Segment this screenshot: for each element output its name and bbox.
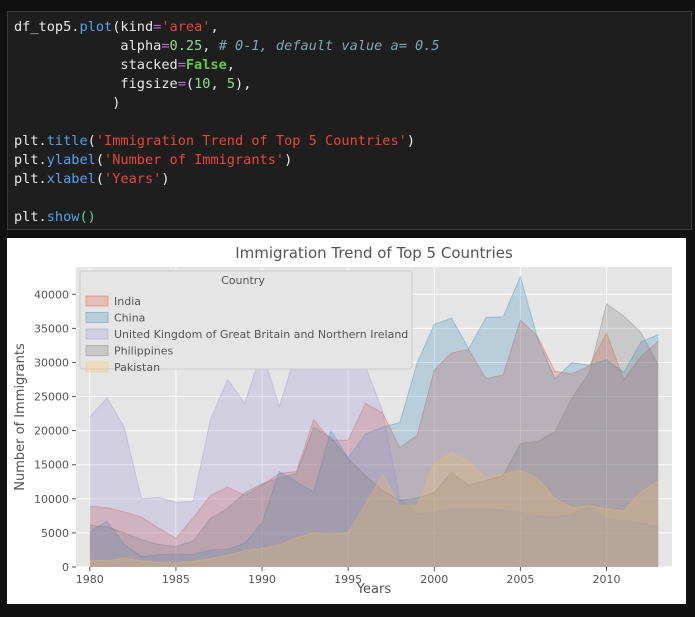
code-token: ylabel — [46, 152, 96, 168]
code-token: xlabel — [46, 171, 96, 187]
legend-swatch-2 — [85, 328, 109, 340]
area-line-3 — [89, 302, 659, 548]
code-token: ( — [95, 152, 105, 168]
x-tick-label: 1995 — [334, 573, 362, 586]
legend-swatch-1 — [85, 312, 109, 323]
code-token: plot — [79, 19, 113, 35]
x-tick-label: 2000 — [420, 573, 448, 586]
code-token: , — [210, 19, 219, 35]
x-tick-label: 1980 — [76, 573, 104, 586]
code-token: stacked — [14, 57, 178, 73]
y-tick-label: 10000 — [34, 493, 69, 506]
code-token: ( — [95, 171, 105, 187]
code-text[interactable]: df_top5.plot(kind='area', alpha=0.25, # … — [8, 12, 691, 233]
y-tick-label: 5000 — [41, 527, 69, 540]
code-token: 0.25 — [169, 38, 203, 54]
code-token: # 0-1, default value a= 0.5 — [218, 38, 440, 54]
code-token: , — [202, 38, 219, 54]
legend-entry-2: United Kingdom of Great Britain and Nort… — [114, 328, 408, 341]
area-line-4 — [89, 451, 659, 564]
legend-box — [79, 270, 413, 370]
legend-entry-4: Pakistan — [114, 361, 160, 374]
code-token: ) — [161, 171, 170, 187]
y-tick-label: 30000 — [34, 356, 69, 369]
code-token: ( — [87, 133, 96, 149]
x-tick-label: 1990 — [248, 573, 276, 586]
code-token: ) — [14, 95, 121, 111]
code-token: plt. — [14, 133, 47, 149]
area-line-2 — [89, 299, 659, 528]
code-token: 'Years' — [104, 171, 162, 187]
code-token: 'area' — [161, 19, 211, 35]
x-tick-label: 2010 — [593, 573, 621, 586]
code-token: kind — [120, 19, 154, 35]
code-token: , — [210, 76, 227, 92]
code-token: plt. — [14, 171, 47, 187]
code-token: () — [79, 209, 96, 225]
legend-swatch-4 — [85, 361, 109, 373]
area-chart: 1980 1985 1990 1995 2000 2005 2010 0 5000 10000 15… — [13, 244, 672, 597]
area-series-3 — [89, 303, 659, 567]
code-token: , — [243, 76, 252, 92]
code-line: df_top5.plot(kind='area', — [14, 19, 219, 35]
code-token: 'Number of Immigrants' — [104, 152, 285, 168]
code-token: , — [226, 57, 235, 73]
code-line: plt.ylabel('Number of Immigrants') — [14, 152, 292, 168]
area-series-2 — [89, 301, 659, 567]
legend-swatch-3 — [85, 345, 109, 356]
code-token: ( — [112, 19, 121, 35]
code-token: ) — [406, 133, 416, 149]
code-token: 10 — [194, 76, 211, 92]
code-token: = — [161, 38, 170, 54]
code-token: plt. — [14, 209, 47, 225]
area-series-4 — [89, 452, 659, 567]
y-tick-label: 25000 — [34, 391, 69, 404]
code-token: title — [46, 133, 88, 149]
area-series-1 — [89, 276, 659, 567]
code-line: plt.title('Immigration Trend of Top 5 Co… — [14, 133, 415, 149]
code-token: 5 — [226, 76, 235, 92]
code-token: df_top5. — [14, 19, 80, 35]
area-line-1 — [89, 274, 659, 558]
chart-title: Immigration Trend of Top 5 Countries — [235, 244, 513, 262]
code-line: alpha=0.25, # 0-1, default value a= 0.5 — [14, 38, 440, 54]
legend-title: Country — [221, 274, 265, 287]
code-token: 'Immigration Trend of Top 5 Countries' — [95, 133, 407, 149]
code-token: ) — [284, 152, 293, 168]
code-token: figsize — [14, 76, 178, 92]
area-series-0 — [89, 320, 659, 567]
x-axis-label: Years — [356, 582, 392, 597]
y-tick-label: 15000 — [34, 459, 69, 472]
code-line: figsize=(10, 5), — [14, 76, 251, 92]
area-line-0 — [89, 319, 659, 540]
y-tick-label: 35000 — [34, 322, 69, 335]
y-tick-label: 20000 — [34, 425, 69, 438]
y-tick-label: 0 — [62, 561, 69, 574]
code-token: = — [177, 57, 186, 73]
plot-output: 1980 1985 1990 1995 2000 2005 2010 0 5000 10000 15… — [7, 238, 686, 604]
y-tick-label: 40000 — [34, 288, 69, 301]
y-axis-label: Number of Immigrants — [13, 343, 28, 491]
legend-entry-0: India — [114, 295, 141, 308]
code-line: plt.show() — [14, 209, 96, 225]
code-token: plt. — [14, 152, 47, 168]
code-token: False — [185, 57, 227, 73]
legend-entry-1: China — [114, 312, 145, 325]
x-tick-label: 2005 — [506, 573, 534, 586]
code-token: alpha — [14, 38, 162, 54]
code-token: = — [177, 76, 186, 92]
code-line: stacked=False, — [14, 57, 235, 73]
x-tick-label: 1985 — [162, 573, 190, 586]
legend-swatch-0 — [85, 295, 109, 307]
code-line: ) — [14, 95, 120, 111]
code-line: plt.xlabel('Years') — [14, 171, 170, 187]
code-token: = — [153, 19, 162, 35]
code-token: show — [46, 209, 80, 225]
legend-entry-3: Philippines — [114, 345, 174, 358]
code-token: ) — [235, 76, 244, 92]
code-token: ( — [185, 76, 195, 92]
code-cell[interactable]: df_top5.plot(kind='area', alpha=0.25, # … — [7, 11, 692, 230]
